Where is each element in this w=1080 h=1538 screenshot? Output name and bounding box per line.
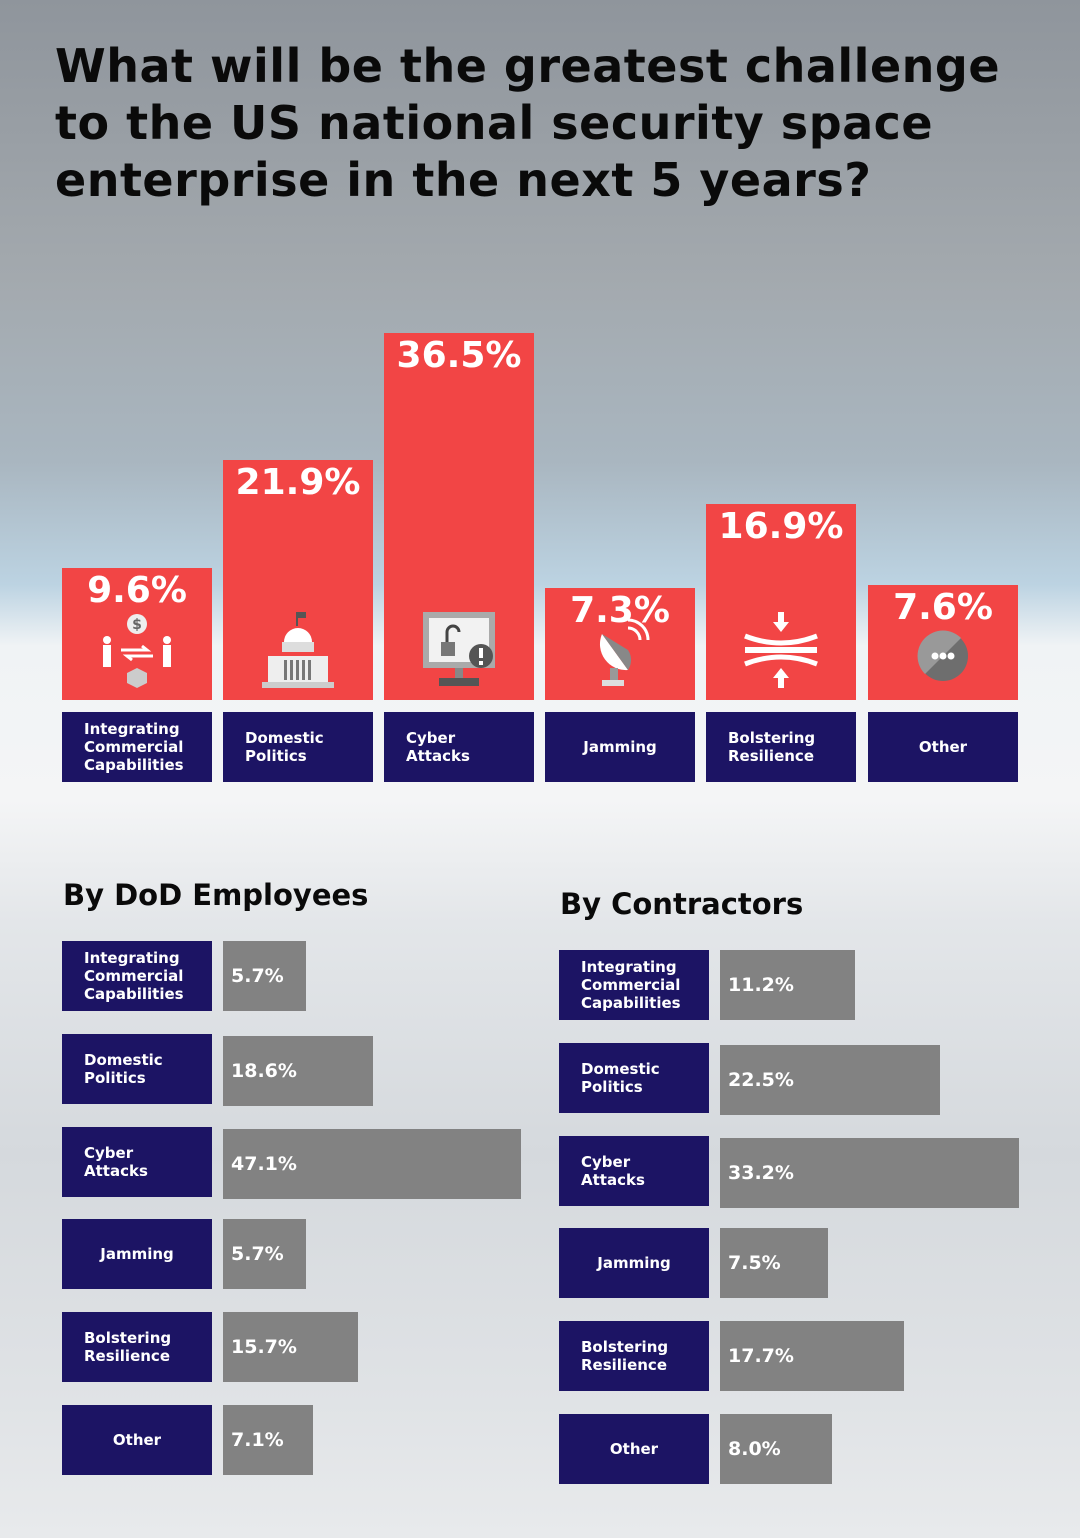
- commercial-exchange-icon: $: [97, 610, 177, 690]
- data-label: 9.6%: [87, 570, 187, 611]
- data-label: 16.9%: [718, 506, 844, 547]
- category-label: Other: [559, 1414, 709, 1484]
- bar-4: 15.7%: [223, 1312, 358, 1382]
- bar-0: 11.2%: [720, 950, 855, 1020]
- bar-4: 16.9%: [706, 504, 856, 700]
- chart-title: What will be the greatest challenge to t…: [55, 39, 1001, 207]
- data-label: 7.3%: [570, 590, 670, 631]
- category-label: Domestic Politics: [62, 1034, 212, 1104]
- category-label-text: Bolstering Resilience: [84, 1329, 172, 1365]
- bar-5: 7.1%: [223, 1405, 313, 1475]
- bar-1: 21.9%: [223, 460, 373, 700]
- bar-2: 47.1%: [223, 1129, 521, 1199]
- category-label-text: Jamming: [100, 1245, 174, 1263]
- bar-1: 18.6%: [223, 1036, 373, 1106]
- bar-2: 36.5%: [384, 333, 534, 700]
- category-label: Cyber Attacks: [384, 712, 534, 782]
- category-label-text: Bolstering Resilience: [728, 729, 816, 765]
- category-label-text: Domestic Politics: [245, 729, 324, 765]
- svg-text:$: $: [132, 617, 142, 633]
- category-label-text: Other: [609, 1440, 659, 1458]
- category-label-text: Integrating Commercial Capabilities: [84, 949, 184, 1003]
- data-label: 7.6%: [893, 587, 993, 628]
- bar-3: 7.3%: [545, 588, 695, 700]
- category-label-text: Jamming: [597, 1254, 671, 1272]
- bar-3: 7.5%: [720, 1228, 828, 1298]
- category-label-text: Integrating Commercial Capabilities: [581, 958, 681, 1012]
- unlocked-computer-alert-icon: [419, 610, 499, 690]
- bar-1: 22.5%: [720, 1045, 940, 1115]
- data-label: 36.5%: [396, 335, 522, 376]
- category-label: Integrating Commercial Capabilities: [62, 941, 212, 1011]
- category-label-text: Other: [112, 1431, 162, 1449]
- category-label: Domestic Politics: [223, 712, 373, 782]
- bar-4: 17.7%: [720, 1321, 904, 1391]
- category-label-text: Cyber Attacks: [581, 1153, 645, 1189]
- category-label-text: Other: [918, 738, 968, 756]
- category-label-text: Jamming: [583, 738, 657, 756]
- category-label: Jamming: [62, 1219, 212, 1289]
- satellite-dish-icon: [580, 610, 660, 690]
- bar-0: 9.6% $: [62, 568, 212, 700]
- category-label: Jamming: [559, 1228, 709, 1298]
- category-label-text: Cyber Attacks: [84, 1144, 148, 1180]
- category-label: Bolstering Resilience: [559, 1321, 709, 1391]
- bar-3: 5.7%: [223, 1219, 306, 1289]
- category-label: Cyber Attacks: [62, 1127, 212, 1197]
- bar-0: 5.7%: [223, 941, 306, 1011]
- main-bar-chart: 9.6% $ Integrating Commercial Capabilities…: [62, 333, 1018, 782]
- more-dots-icon: [903, 610, 983, 690]
- category-label: Other: [868, 712, 1018, 782]
- capitol-building-icon: [258, 610, 338, 690]
- category-label: Integrating Commercial Capabilities: [62, 712, 212, 782]
- category-label: Domestic Politics: [559, 1043, 709, 1113]
- bar-5: 7.6%: [868, 585, 1018, 700]
- data-label: 21.9%: [235, 462, 361, 503]
- category-label: Bolstering Resilience: [706, 712, 856, 782]
- category-label: Jamming: [545, 712, 695, 782]
- contractors-heading: By Contractors: [560, 887, 804, 921]
- category-label-text: Domestic Politics: [84, 1051, 163, 1087]
- category-label: Cyber Attacks: [559, 1136, 709, 1206]
- category-label-text: Bolstering Resilience: [581, 1338, 669, 1374]
- category-label: Integrating Commercial Capabilities: [559, 950, 709, 1020]
- category-label: Other: [62, 1405, 212, 1475]
- category-label-text: Integrating Commercial Capabilities: [84, 720, 184, 774]
- category-label-text: Cyber Attacks: [406, 729, 470, 765]
- bar-5: 8.0%: [720, 1414, 832, 1484]
- compression-arrows-icon: [741, 610, 821, 690]
- category-label: Bolstering Resilience: [62, 1312, 212, 1382]
- dod-employees-heading: By DoD Employees: [63, 878, 369, 912]
- bar-2: 33.2%: [720, 1138, 1019, 1208]
- category-label-text: Domestic Politics: [581, 1060, 660, 1096]
